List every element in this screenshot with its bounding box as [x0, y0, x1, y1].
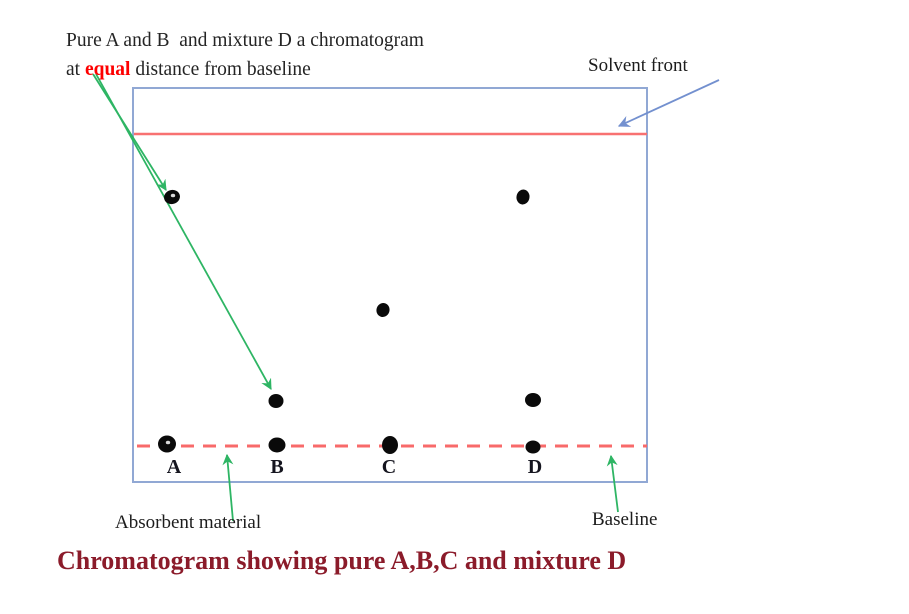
- lane-c-sample-spot: [376, 303, 390, 317]
- lane-b-sample-spot: [268, 394, 284, 408]
- chromatography-plate: [132, 87, 648, 483]
- lane-label-b: B: [270, 456, 284, 478]
- lane-d-origin-spot: [525, 440, 541, 454]
- absorbent-material-label: Absorbent material: [115, 512, 262, 533]
- lane-d-upper-spot: [516, 189, 530, 205]
- lane-d-lower-spot: [525, 393, 541, 407]
- arrow-to-spot-b: [95, 73, 272, 390]
- arrow-baseline: [606, 454, 619, 513]
- lane-label-c: C: [381, 456, 397, 478]
- arrow-to-spot-a: [92, 73, 167, 191]
- lane-c-origin-spot: [382, 436, 398, 454]
- caption-equal-highlight: equal: [84, 59, 131, 80]
- arrow-absorbent: [222, 453, 234, 522]
- baseline-label: Baseline: [592, 509, 658, 530]
- lane-b-origin-spot: [268, 437, 286, 453]
- caption-text: Pure A and B and mixture D a chromatogra…: [66, 26, 424, 84]
- lane-a-origin-spot-scribble-gap: [165, 440, 171, 445]
- caption-line1: Pure A and B and mixture D a chromatogra…: [66, 30, 424, 51]
- lane-label-a: A: [166, 456, 182, 478]
- caption-line2-suffix: distance from baseline: [130, 59, 311, 80]
- arrow-solvent-front: [617, 79, 720, 127]
- solvent-front-label: Solvent front: [588, 55, 688, 76]
- lane-label-d: D: [527, 456, 543, 478]
- figure-title: Chromatogram showing pure A,B,C and mixt…: [57, 546, 627, 575]
- caption-line2-prefix: at: [66, 59, 85, 80]
- lane-a-sample-spot-scribble-gap: [170, 193, 176, 198]
